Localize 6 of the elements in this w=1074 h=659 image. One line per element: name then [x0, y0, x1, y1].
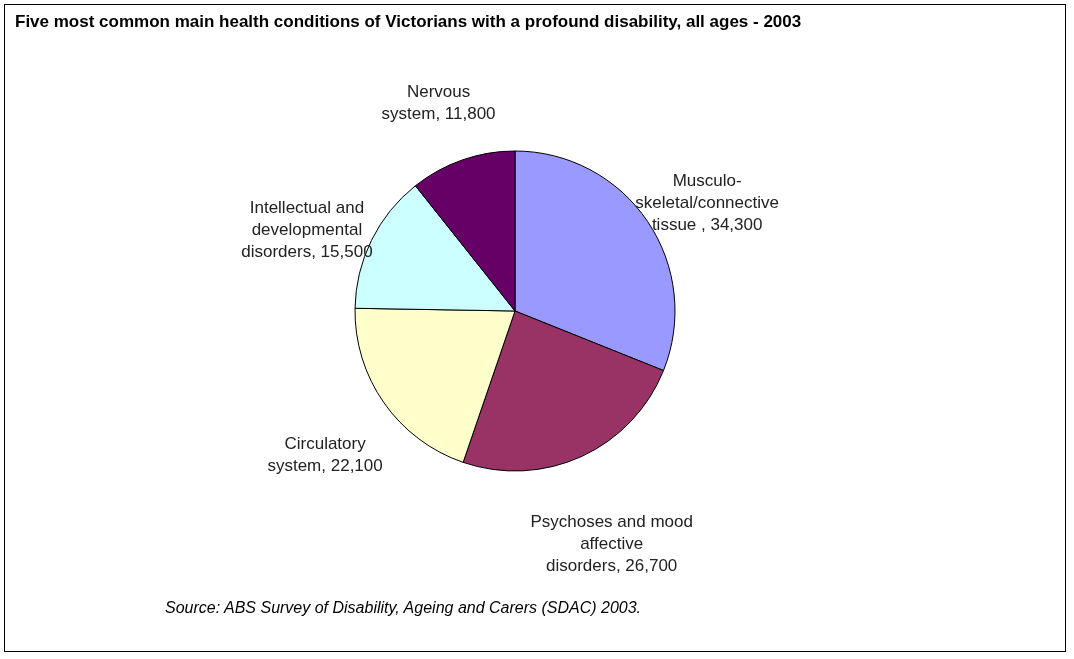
source-note: Source: ABS Survey of Disability, Ageing and Carers (SDAC) 2003.: [165, 599, 642, 616]
slice-label: Musculo-skeletal/connective tissue , 34,300: [635, 171, 779, 235]
chart-title: Five most common main health conditions of Victorians with a profound disability, all ages - 2003: [15, 12, 802, 31]
slice-label: Psychoses and mood affective disorders, 26,700: [530, 511, 693, 575]
slice-label: Nervous system, 11,800: [381, 81, 496, 123]
slice-label: Circulatory system, 22,100: [267, 434, 383, 476]
